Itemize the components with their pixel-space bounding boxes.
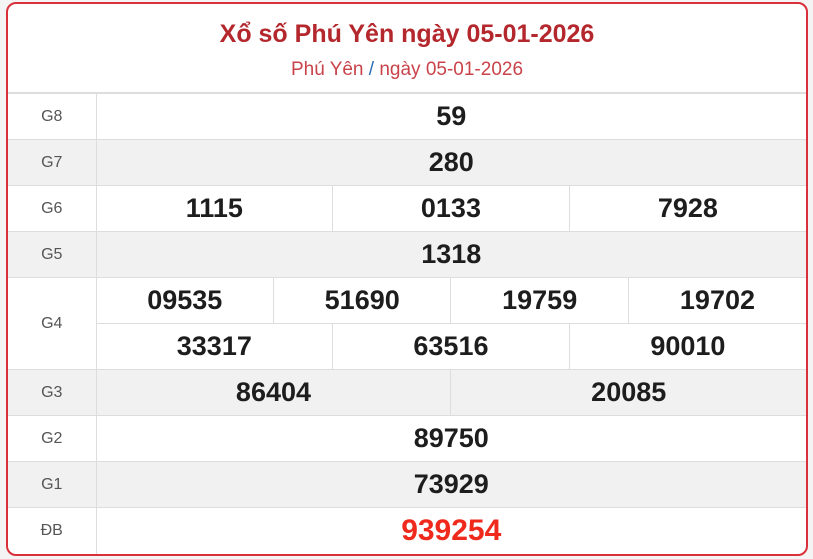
prize-label: G6 <box>8 185 97 232</box>
prize-number: 1115 <box>95 185 334 232</box>
special-prize-number: 939254 <box>95 507 806 554</box>
prize-row-g7: G7 280 <box>8 139 806 186</box>
prize-number: 19759 <box>450 277 629 324</box>
prize-label: G3 <box>8 369 97 416</box>
prize-row-g4-2: 33317 63516 90010 <box>8 323 806 370</box>
prize-label: G8 <box>8 93 97 140</box>
prize-number: 89750 <box>95 415 806 462</box>
prize-row-g4: G4 09535 51690 19759 19702 <box>8 277 806 370</box>
prize-label: ĐB <box>8 507 97 554</box>
prize-row-g1: G1 73929 <box>8 461 806 508</box>
breadcrumb: Phú Yên / ngày 05-01-2026 <box>8 59 806 81</box>
prize-row-g6: G6 1115 0133 7928 <box>8 185 806 232</box>
prize-label: G5 <box>8 231 97 278</box>
page-title: Xổ số Phú Yên ngày 05-01-2026 <box>219 20 595 48</box>
prize-number: 73929 <box>95 461 806 508</box>
prize-row-special: ĐB 939254 <box>8 507 806 554</box>
prize-label: G7 <box>8 139 97 186</box>
results-table: G8 59 G7 280 G6 1115 0133 7928 G5 1318 G4 09535… <box>8 93 806 554</box>
prize-label: G2 <box>8 415 97 462</box>
prize-row-g8: G8 59 <box>8 93 806 140</box>
results-card: Xổ số Phú Yên ngày 05-01-2026 Phú Yên / … <box>6 2 808 556</box>
prize-number: 19702 <box>627 277 806 324</box>
prize-row-g2: G2 89750 <box>8 415 806 462</box>
prize-number: 1318 <box>95 231 806 278</box>
results-header: Xổ số Phú Yên ngày 05-01-2026 Phú Yên / … <box>8 4 806 93</box>
prize-number: 90010 <box>568 323 806 370</box>
prize-number: 86404 <box>95 369 452 416</box>
prize-number: 0133 <box>332 185 570 232</box>
prize-number: 20085 <box>450 369 806 416</box>
prize-number: 59 <box>95 93 806 140</box>
prize-number: 63516 <box>332 323 570 370</box>
prize-label: G1 <box>8 461 97 508</box>
prize-number: 280 <box>95 139 806 186</box>
prize-number: 09535 <box>95 277 274 324</box>
prize-number: 7928 <box>568 185 806 232</box>
prize-row-g3: G3 86404 20085 <box>8 369 806 416</box>
breadcrumb-date-link[interactable]: ngày 05-01-2026 <box>379 59 524 80</box>
breadcrumb-separator: / <box>368 59 375 80</box>
prize-row-g5: G5 1318 <box>8 231 806 278</box>
prize-number: 51690 <box>272 277 452 324</box>
prize-label: G4 <box>8 277 97 370</box>
prize-number: 33317 <box>95 323 334 370</box>
breadcrumb-province-link[interactable]: Phú Yên <box>290 59 364 80</box>
